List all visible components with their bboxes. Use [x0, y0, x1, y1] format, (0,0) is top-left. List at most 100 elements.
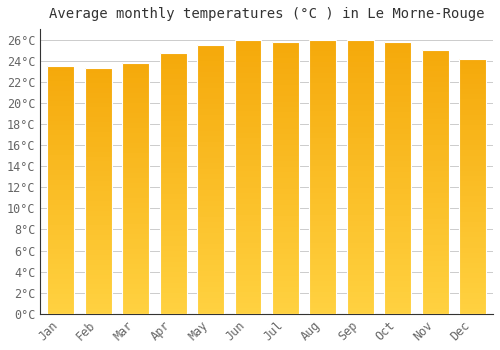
Bar — [234, 62, 262, 67]
Bar — [384, 221, 411, 227]
Bar — [197, 308, 224, 314]
Bar — [197, 265, 224, 271]
Bar — [347, 275, 374, 281]
Bar — [422, 145, 448, 150]
Bar — [347, 62, 374, 67]
Bar — [310, 78, 336, 84]
Bar — [347, 259, 374, 265]
Bar — [422, 119, 448, 124]
Bar — [384, 308, 411, 314]
Bar — [160, 189, 186, 194]
Bar — [310, 155, 336, 160]
Bar — [422, 187, 448, 192]
Bar — [85, 93, 112, 98]
Bar — [234, 171, 262, 177]
Bar — [422, 134, 448, 140]
Bar — [459, 140, 486, 145]
Bar — [459, 130, 486, 135]
Bar — [122, 218, 149, 224]
Bar — [48, 76, 74, 81]
Bar — [85, 211, 112, 216]
Bar — [422, 240, 448, 245]
Bar — [422, 92, 448, 98]
Bar — [85, 112, 112, 117]
Bar — [384, 112, 411, 118]
Bar — [234, 232, 262, 237]
Bar — [85, 83, 112, 88]
Bar — [310, 226, 336, 232]
Bar — [422, 156, 448, 161]
Bar — [234, 303, 262, 308]
Bar — [459, 89, 486, 94]
Bar — [272, 199, 299, 205]
Bar — [347, 149, 374, 155]
Bar — [422, 224, 448, 230]
Bar — [422, 177, 448, 182]
Bar — [310, 292, 336, 298]
Bar — [347, 237, 374, 243]
Bar — [48, 135, 74, 140]
Bar — [347, 270, 374, 275]
Bar — [197, 83, 224, 88]
Bar — [272, 42, 299, 47]
Bar — [459, 263, 486, 268]
Bar — [48, 165, 74, 170]
Bar — [234, 182, 262, 188]
Bar — [347, 210, 374, 215]
Bar — [160, 137, 186, 142]
Bar — [122, 108, 149, 113]
Bar — [459, 145, 486, 150]
Bar — [347, 166, 374, 171]
Bar — [160, 64, 186, 69]
Bar — [422, 150, 448, 156]
Bar — [272, 63, 299, 69]
Bar — [272, 47, 299, 52]
Bar — [85, 186, 112, 191]
Bar — [459, 110, 486, 115]
Bar — [160, 278, 186, 282]
Bar — [197, 126, 224, 131]
Bar — [272, 52, 299, 58]
Bar — [422, 82, 448, 87]
Bar — [48, 309, 74, 314]
Bar — [122, 248, 149, 254]
Bar — [272, 259, 299, 265]
Bar — [272, 96, 299, 102]
Bar — [272, 281, 299, 287]
Bar — [310, 220, 336, 226]
Bar — [85, 132, 112, 137]
Bar — [85, 299, 112, 304]
Bar — [384, 232, 411, 238]
Bar — [122, 173, 149, 178]
Bar — [422, 124, 448, 129]
Bar — [347, 67, 374, 72]
Bar — [197, 174, 224, 180]
Bar — [160, 74, 186, 79]
Bar — [197, 45, 224, 314]
Bar — [310, 177, 336, 182]
Bar — [347, 243, 374, 248]
Bar — [160, 257, 186, 262]
Bar — [122, 198, 149, 203]
Bar — [48, 215, 74, 220]
Bar — [347, 56, 374, 62]
Bar — [272, 123, 299, 129]
Bar — [347, 111, 374, 117]
Bar — [160, 132, 186, 137]
Bar — [48, 160, 74, 165]
Bar — [197, 190, 224, 196]
Bar — [122, 158, 149, 163]
Bar — [122, 138, 149, 143]
Bar — [122, 224, 149, 229]
Bar — [310, 182, 336, 188]
Bar — [422, 87, 448, 92]
Bar — [234, 281, 262, 286]
Bar — [459, 74, 486, 79]
Bar — [459, 293, 486, 299]
Bar — [234, 127, 262, 133]
Bar — [197, 298, 224, 303]
Bar — [310, 193, 336, 199]
Bar — [160, 111, 186, 116]
Bar — [160, 204, 186, 210]
Bar — [85, 137, 112, 142]
